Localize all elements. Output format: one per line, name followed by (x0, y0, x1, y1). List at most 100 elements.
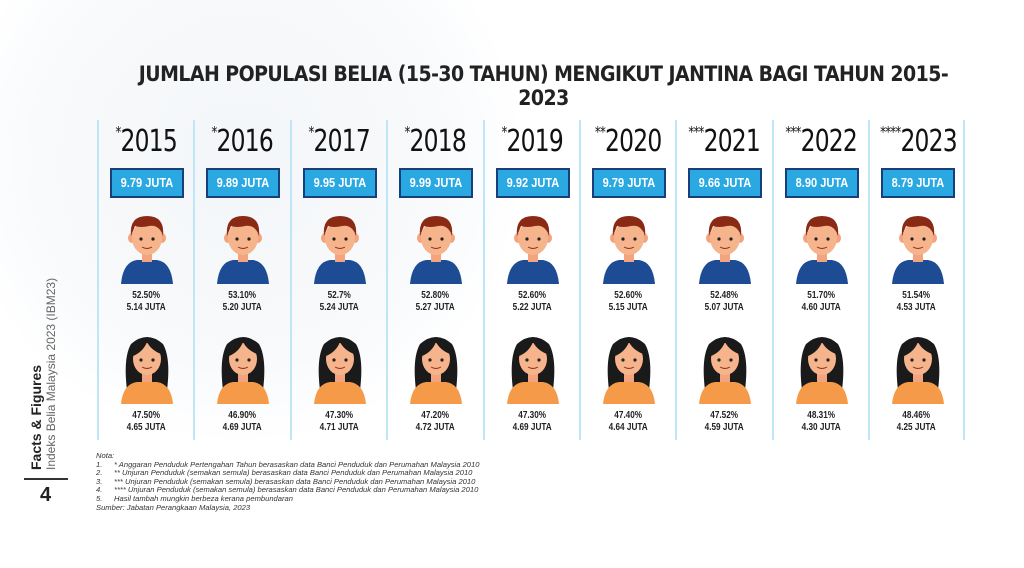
year-column: *2016 9.89 JUTA 53.10% 5.20 JUTA 46.90% 4.… (193, 120, 289, 440)
notes-heading: Nota: (96, 451, 115, 460)
female-stat: 46.90% 4.69 JUTA (195, 410, 289, 434)
total-badge: 9.79 JUTA (110, 168, 184, 198)
female-count: 4.25 JUTA (896, 422, 936, 433)
footnote-mark: * (115, 123, 121, 141)
female-percent: 48.31% (807, 410, 835, 421)
year-label: **2020 (591, 123, 665, 159)
male-percent: 51.70% (807, 290, 835, 301)
female-percent: 47.30% (325, 410, 353, 421)
total-value: 8.79 JUTA (891, 175, 945, 190)
year: 2016 (216, 124, 274, 159)
year-column: ****2023 8.79 JUTA 51.54% 4.53 JUTA 48.46… (868, 120, 965, 440)
footnote-mark: *** (785, 123, 801, 141)
note-text: Hasil tambah mungkin berbeza kerana pemb… (114, 493, 293, 503)
year: 2021 (703, 124, 761, 159)
note-item: 1. * Anggaran Penduduk Pertengahan Tahun … (96, 459, 480, 470)
female-count: 4.72 JUTA (415, 422, 455, 433)
female-count: 4.64 JUTA (608, 422, 648, 433)
year: 2017 (313, 124, 370, 159)
total-badge: 9.79 JUTA (591, 168, 666, 198)
total-badge: 8.79 JUTA (881, 168, 956, 198)
female-stat: 47.40% 4.64 JUTA (581, 410, 675, 434)
male-percent: 53.10% (228, 290, 257, 301)
female-stat: 47.30% 4.71 JUTA (292, 410, 386, 434)
year: 2015 (120, 124, 178, 159)
male-icon (119, 208, 175, 284)
male-stat: 51.54% 4.53 JUTA (870, 290, 962, 314)
note-number: 5. (96, 493, 103, 503)
female-icon (408, 328, 464, 404)
female-stat: 47.50% 4.65 JUTA (99, 410, 193, 434)
year: 2023 (900, 124, 958, 159)
female-percent: 48.46% (902, 410, 931, 421)
female-icon (312, 328, 368, 404)
note-item: 5. Hasil tambah mungkin berbeza kerana pe… (96, 493, 479, 504)
total-badge: 9.66 JUTA (688, 168, 763, 198)
male-percent: 51.54% (902, 290, 931, 301)
year-column: ***2021 9.66 JUTA 52.48% 5.07 JUTA 47.52%… (675, 120, 771, 440)
note-text: *** Unjuran Penduduk (semakan semula) be… (114, 476, 476, 486)
female-count: 4.65 JUTA (126, 422, 166, 433)
year-column: **2020 9.79 JUTA 52.60% 5.15 JUTA 47.40% 4… (578, 120, 675, 440)
female-icon (215, 328, 271, 404)
note-text: * Anggaran Penduduk Pertengahan Tahun be… (114, 459, 480, 469)
male-stat: 52.60% 5.15 JUTA (581, 290, 675, 314)
male-count: 5.27 JUTA (415, 302, 455, 313)
male-icon (408, 208, 464, 284)
male-count: 5.24 JUTA (319, 302, 359, 313)
total-badge: 9.92 JUTA (495, 168, 570, 198)
total-badge: 8.90 JUTA (784, 168, 859, 198)
year: 2020 (604, 124, 662, 159)
notes: Nota: 1. * Anggaran Penduduk Pertengahan … (96, 451, 480, 512)
note-number: 3. (96, 476, 103, 486)
female-percent: 47.30% (517, 410, 546, 421)
year-column: *2015 9.79 JUTA 52.50% 5.14 JUTA 47.50% 4.… (97, 120, 193, 440)
male-icon (505, 208, 561, 284)
year-label: *2018 (399, 123, 473, 159)
year-column: ***2022 8.90 JUTA 51.70% 4.60 JUTA 48.31%… (771, 120, 868, 440)
year-columns: *2015 9.79 JUTA 52.50% 5.14 JUTA 47.50% 4.… (97, 120, 965, 440)
male-icon (601, 208, 657, 284)
male-icon (794, 208, 850, 284)
total-value: 9.99 JUTA (409, 175, 463, 190)
total-badge: 9.89 JUTA (206, 168, 281, 198)
year: 2019 (506, 124, 563, 159)
female-icon (794, 328, 850, 404)
footnote-mark: * (501, 123, 507, 141)
female-count: 4.71 JUTA (319, 422, 359, 433)
female-percent: 47.40% (614, 410, 643, 421)
female-percent: 47.50% (132, 410, 161, 421)
divider (24, 478, 68, 480)
year-label: *2019 (495, 123, 569, 159)
year-column: *2017 9.95 JUTA 52.7% 5.24 JUTA 47.30% 4.7… (289, 120, 386, 440)
male-count: 5.07 JUTA (705, 302, 745, 313)
male-count: 5.15 JUTA (608, 302, 648, 313)
female-icon (697, 328, 753, 404)
female-percent: 46.90% (228, 410, 257, 421)
note-item: 4. **** Unjuran Penduduk (semakan semula)… (96, 486, 479, 495)
report-name: Indeks Belia Malaysia 2023 (IBM23) (44, 277, 58, 470)
side-label: Facts & Figures Indeks Belia Malaysia 20… (28, 278, 58, 470)
female-icon (505, 328, 561, 404)
male-count: 4.60 JUTA (801, 302, 841, 313)
female-count: 4.69 JUTA (512, 422, 552, 433)
male-icon (215, 208, 271, 284)
footnote-mark: * (211, 123, 218, 141)
male-percent: 52.60% (614, 290, 643, 301)
male-stat: 52.80% 5.27 JUTA (388, 290, 482, 314)
total-badge: 9.99 JUTA (399, 168, 474, 198)
year: 2022 (800, 124, 857, 159)
female-count: 4.59 JUTA (705, 422, 745, 433)
male-percent: 52.48% (710, 290, 739, 301)
female-stat: 48.31% 4.30 JUTA (774, 410, 868, 434)
female-stat: 47.20% 4.72 JUTA (388, 410, 482, 434)
page-number: 4 (40, 484, 52, 506)
male-count: 5.20 JUTA (223, 302, 263, 313)
footnote-mark: **** (880, 123, 901, 141)
male-icon (312, 208, 368, 284)
footnote-mark: *** (688, 123, 705, 141)
year-label: *2015 (109, 123, 183, 159)
total-value: 9.79 JUTA (602, 175, 656, 190)
female-icon (119, 328, 175, 404)
total-badge: 9.95 JUTA (302, 168, 377, 198)
